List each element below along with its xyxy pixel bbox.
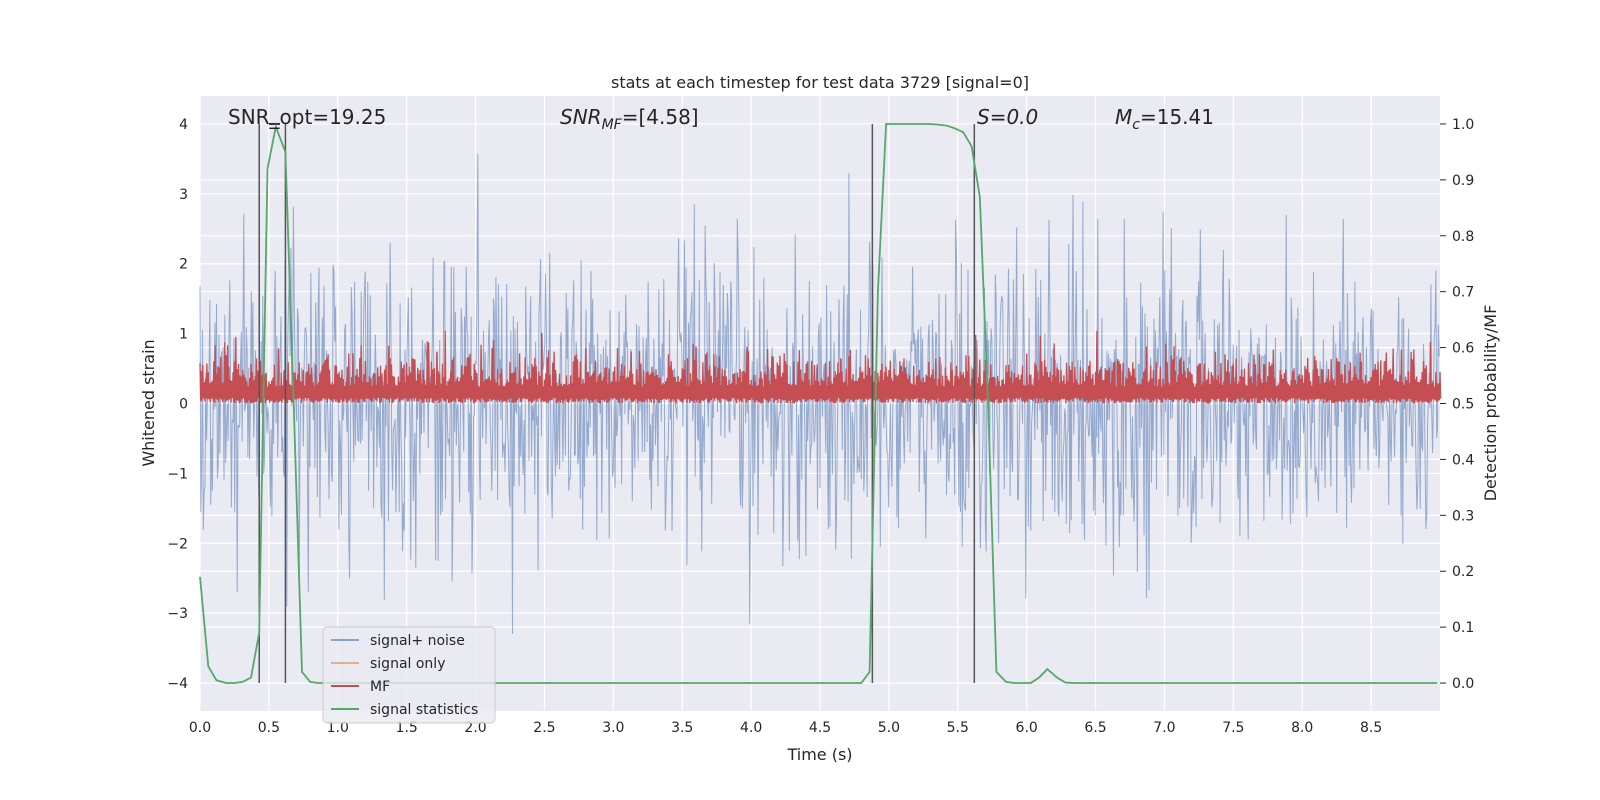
legend-label-signal-statistics: signal statistics [370, 702, 478, 718]
annotation-snr-opt: SNR_opt=19.25 [228, 105, 386, 129]
y-tick-label: −4 [167, 676, 188, 692]
y-right-tick-label: 1.0 [1452, 117, 1474, 133]
annotation-mc: Mc=15.41 [1115, 105, 1214, 133]
annotation-s: S=0.0 [977, 105, 1038, 129]
mf-series [199, 330, 1442, 404]
x-tick-label: 6.5 [1084, 720, 1106, 736]
legend-box [322, 626, 496, 724]
x-tick-label: 7.0 [1153, 720, 1175, 736]
y-tick-label: 0 [179, 397, 188, 413]
y-right-tick-label: 0.4 [1452, 452, 1474, 468]
vertical-markers [258, 122, 976, 684]
y-tick-label: 4 [179, 117, 188, 133]
y-right-tick-label: 0.5 [1452, 397, 1474, 413]
y-right-tick-label: 0.3 [1452, 508, 1474, 524]
chart-title: stats at each timestep for test data 372… [611, 73, 1029, 92]
x-tick-label: 7.5 [1222, 720, 1244, 736]
legend-label-signal-only: signal only [370, 656, 445, 672]
y-right-tick-label: 0.1 [1452, 620, 1474, 636]
x-tick-label: 4.0 [740, 720, 762, 736]
y-right-tick-label: 0.2 [1452, 564, 1474, 580]
x-tick-label: 1.0 [327, 720, 349, 736]
x-tick-label: 5.5 [947, 720, 969, 736]
y-axis-right-label: Detection probability/MF [1481, 305, 1500, 502]
y-tick-label: 1 [179, 327, 188, 343]
y-tick-label: −2 [167, 536, 188, 552]
x-tick-label: 1.5 [396, 720, 418, 736]
mf-line [199, 330, 1442, 404]
y-tick-label: −3 [167, 606, 188, 622]
x-axis-label: Time (s) [786, 745, 852, 764]
x-tick-label: 2.5 [533, 720, 555, 736]
y-right-tick-label: 0.6 [1452, 341, 1474, 357]
x-tick-label: 0.5 [258, 720, 280, 736]
x-tick-label: 8.0 [1291, 720, 1313, 736]
x-tick-label: 4.5 [809, 720, 831, 736]
signal-statistics-series [199, 123, 1438, 684]
y-tick-label: 3 [179, 187, 188, 203]
annotation-snr-mf: SNRMF=[4.58] [560, 105, 699, 133]
legend-label-signal-noise: signal+ noise [370, 633, 465, 649]
x-tick-label: 0.0 [189, 720, 211, 736]
y-right-tick-label: 0.9 [1452, 173, 1474, 189]
legend: signal+ noise signal only MF signal stat… [322, 626, 496, 724]
y-axis-label: Whitened strain [139, 339, 158, 466]
x-tick-label: 3.5 [671, 720, 693, 736]
legend-label-mf: MF [370, 679, 390, 695]
ticks: 0.0 0.5 1.0 1.5 2.0 2.5 3.0 3.5 4.0 4.5 5.0 5.5 6.0 6… [167, 117, 1474, 736]
x-tick-label: 3.0 [602, 720, 624, 736]
signal-statistics-line [199, 123, 1438, 684]
x-tick-label: 2.0 [464, 720, 486, 736]
y-right-tick-label: 0.7 [1452, 285, 1474, 301]
y-right-tick-label: 0.0 [1452, 676, 1474, 692]
x-tick-label: 5.0 [878, 720, 900, 736]
y-right-tick-label: 0.8 [1452, 229, 1474, 245]
y-tick-label: 2 [179, 257, 188, 273]
y-tick-label: −1 [167, 466, 188, 482]
x-tick-label: 8.5 [1360, 720, 1382, 736]
x-tick-label: 6.0 [1016, 720, 1038, 736]
